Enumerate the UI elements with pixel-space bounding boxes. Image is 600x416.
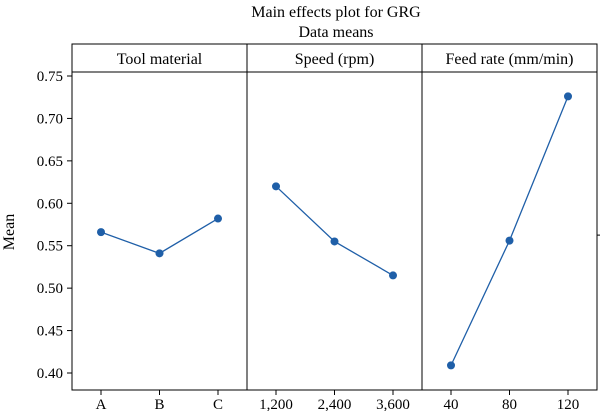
x-tick-label: A: [96, 397, 107, 411]
data-point: [564, 92, 572, 101]
data-point: [97, 228, 105, 237]
data-point: [272, 182, 280, 191]
y-tick-label: 0.55: [37, 239, 63, 255]
data-point: [330, 237, 339, 246]
panel-title-1: Tool material: [117, 51, 203, 68]
x-tick-label: 1,200: [259, 397, 293, 411]
data-point: [389, 271, 397, 280]
x-tick-label: 120: [557, 397, 580, 411]
series-line-1: [100, 218, 219, 255]
y-tick-label: 0.70: [37, 111, 63, 127]
y-tick-label: 0.65: [37, 154, 63, 170]
series-line-2: [275, 185, 394, 276]
y-tick-label: 0.45: [37, 324, 63, 340]
y-tick-label: 0.40: [37, 366, 63, 382]
series-line-3: [450, 96, 569, 366]
chart-title: Main effects plot for GRG: [251, 4, 421, 21]
plot-frame: [71, 43, 598, 391]
panel-title-3: Feed rate (mm/min): [446, 51, 574, 68]
x-tick-label: 2,400: [318, 397, 352, 411]
x-tick-label: 80: [502, 397, 517, 411]
x-tick-label: B: [154, 397, 164, 411]
y-tick-label: 0.75: [37, 69, 63, 85]
y-tick-label: 0.50: [37, 281, 63, 297]
y-tick-label: 0.60: [37, 196, 63, 212]
x-tick-label: C: [213, 397, 223, 411]
data-point: [447, 361, 455, 370]
data-point: [505, 236, 514, 245]
x-tick-label: 3,600: [376, 397, 410, 411]
chart-subtitle: Data means: [298, 24, 373, 41]
data-point: [214, 214, 222, 223]
x-tick-label: 40: [444, 397, 459, 411]
y-axis-label: Mean: [1, 214, 18, 250]
data-point: [155, 249, 164, 258]
plot-layer: 0.40 0.45 0.50 0.55 0.60 0.65 0.70 0.75 Tool mat…: [37, 43, 600, 413]
panel-title-2: Speed (rpm): [295, 51, 375, 68]
